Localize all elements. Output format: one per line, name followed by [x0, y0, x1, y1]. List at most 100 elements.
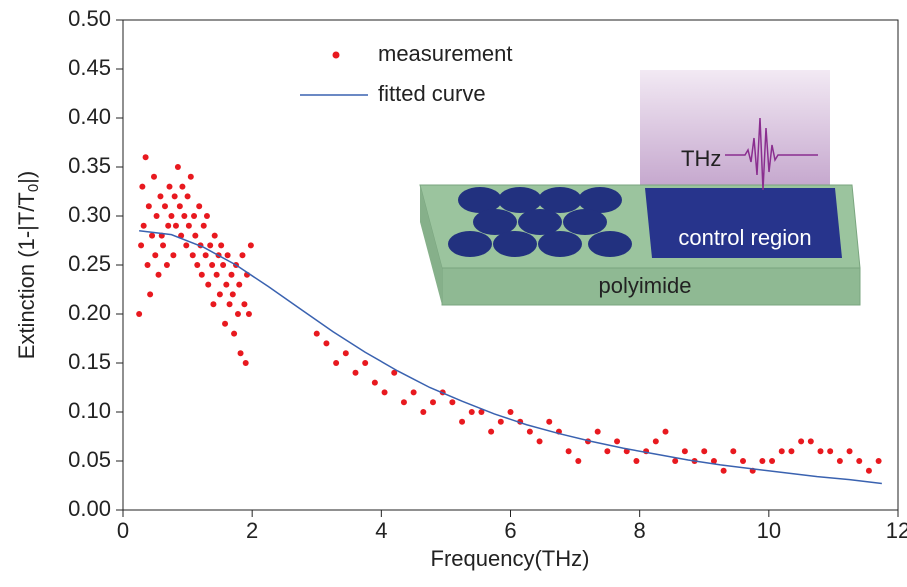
data-point	[604, 448, 611, 455]
data-point	[166, 183, 173, 190]
data-point	[237, 350, 244, 357]
data-point	[139, 183, 146, 190]
data-point	[231, 330, 238, 337]
data-point	[174, 164, 181, 170]
data-point	[827, 448, 834, 455]
data-point	[313, 330, 320, 337]
data-point	[788, 448, 795, 455]
x-tick-label: 12	[886, 518, 907, 543]
inset-diagram: THz control region polyimide	[419, 70, 861, 306]
data-point	[183, 242, 190, 249]
data-point	[633, 458, 640, 464]
data-point	[203, 213, 210, 219]
data-point	[168, 213, 175, 219]
data-point	[205, 281, 212, 288]
data-point	[171, 193, 178, 200]
y-tick-label: 0.00	[68, 496, 111, 521]
data-point	[720, 467, 727, 474]
data-point	[210, 301, 217, 308]
y-tick-label: 0.45	[68, 55, 111, 80]
data-point	[138, 242, 145, 249]
data-point	[202, 252, 209, 259]
data-point	[817, 448, 824, 455]
x-axis-label: Frequency(THz)	[431, 546, 590, 571]
data-point	[222, 320, 229, 327]
data-point	[151, 173, 157, 180]
data-point	[420, 409, 427, 415]
data-point	[381, 389, 388, 396]
data-point	[207, 242, 214, 249]
data-point	[875, 458, 882, 464]
data-point	[836, 458, 843, 464]
data-point	[333, 360, 340, 366]
y-tick-label: 0.15	[68, 349, 111, 374]
data-point	[807, 438, 814, 445]
data-point	[140, 222, 147, 229]
data-point	[449, 399, 456, 406]
data-point	[216, 291, 223, 298]
data-point	[181, 213, 188, 219]
data-point	[352, 369, 359, 376]
y-tick-label: 0.50	[68, 6, 111, 31]
x-tick-label: 4	[375, 518, 387, 543]
data-point	[234, 311, 241, 317]
data-point	[179, 183, 186, 190]
data-point	[371, 379, 378, 386]
y-tick-label: 0.25	[68, 251, 111, 276]
data-point	[185, 222, 192, 229]
data-point	[170, 252, 177, 259]
data-point	[224, 252, 231, 259]
data-point	[209, 262, 216, 268]
y-tick-label: 0.20	[68, 300, 111, 325]
data-point	[226, 301, 233, 308]
x-tick-label: 6	[504, 518, 516, 543]
y-axis-label-main: Extinction (1-|T/T	[14, 192, 39, 359]
data-point	[239, 252, 246, 259]
data-point	[142, 154, 149, 161]
data-point	[218, 242, 225, 249]
data-point	[176, 203, 183, 210]
data-point	[153, 213, 160, 219]
data-point	[594, 428, 601, 435]
data-point	[759, 458, 766, 464]
data-point	[200, 222, 207, 229]
data-point	[189, 252, 196, 259]
data-point	[196, 203, 203, 210]
substrate-side	[420, 185, 442, 305]
data-point	[152, 252, 159, 259]
data-point	[546, 418, 553, 425]
y-axis-label: Extinction (1-|T/T0|)	[14, 171, 42, 359]
data-point	[459, 418, 466, 425]
y-axis-label-sub: 0	[25, 184, 42, 192]
data-point	[228, 271, 235, 278]
data-point	[220, 262, 227, 268]
data-point	[144, 262, 151, 268]
x-tick-label: 0	[117, 518, 129, 543]
data-point	[662, 428, 669, 435]
data-point	[147, 291, 154, 298]
control-region	[645, 188, 842, 258]
fit-line	[139, 229, 882, 485]
data-point	[172, 222, 179, 229]
data-point	[507, 409, 514, 415]
thz-pulse	[725, 117, 818, 191]
data-point	[652, 438, 659, 445]
x-tick-label: 2	[246, 518, 258, 543]
data-point	[242, 360, 249, 366]
data-point	[565, 448, 572, 455]
data-point	[247, 242, 254, 249]
data-point	[149, 232, 156, 239]
data-point	[184, 193, 191, 200]
legend-marker	[332, 51, 340, 59]
data-point	[245, 311, 252, 317]
data-point	[194, 262, 201, 268]
data-point	[497, 418, 504, 425]
data-point	[391, 369, 398, 376]
data-point	[575, 458, 582, 464]
data-point	[400, 399, 407, 406]
data-point	[614, 438, 621, 445]
data-point	[155, 271, 162, 278]
x-tick-label: 10	[757, 518, 781, 543]
data-point	[468, 409, 475, 415]
